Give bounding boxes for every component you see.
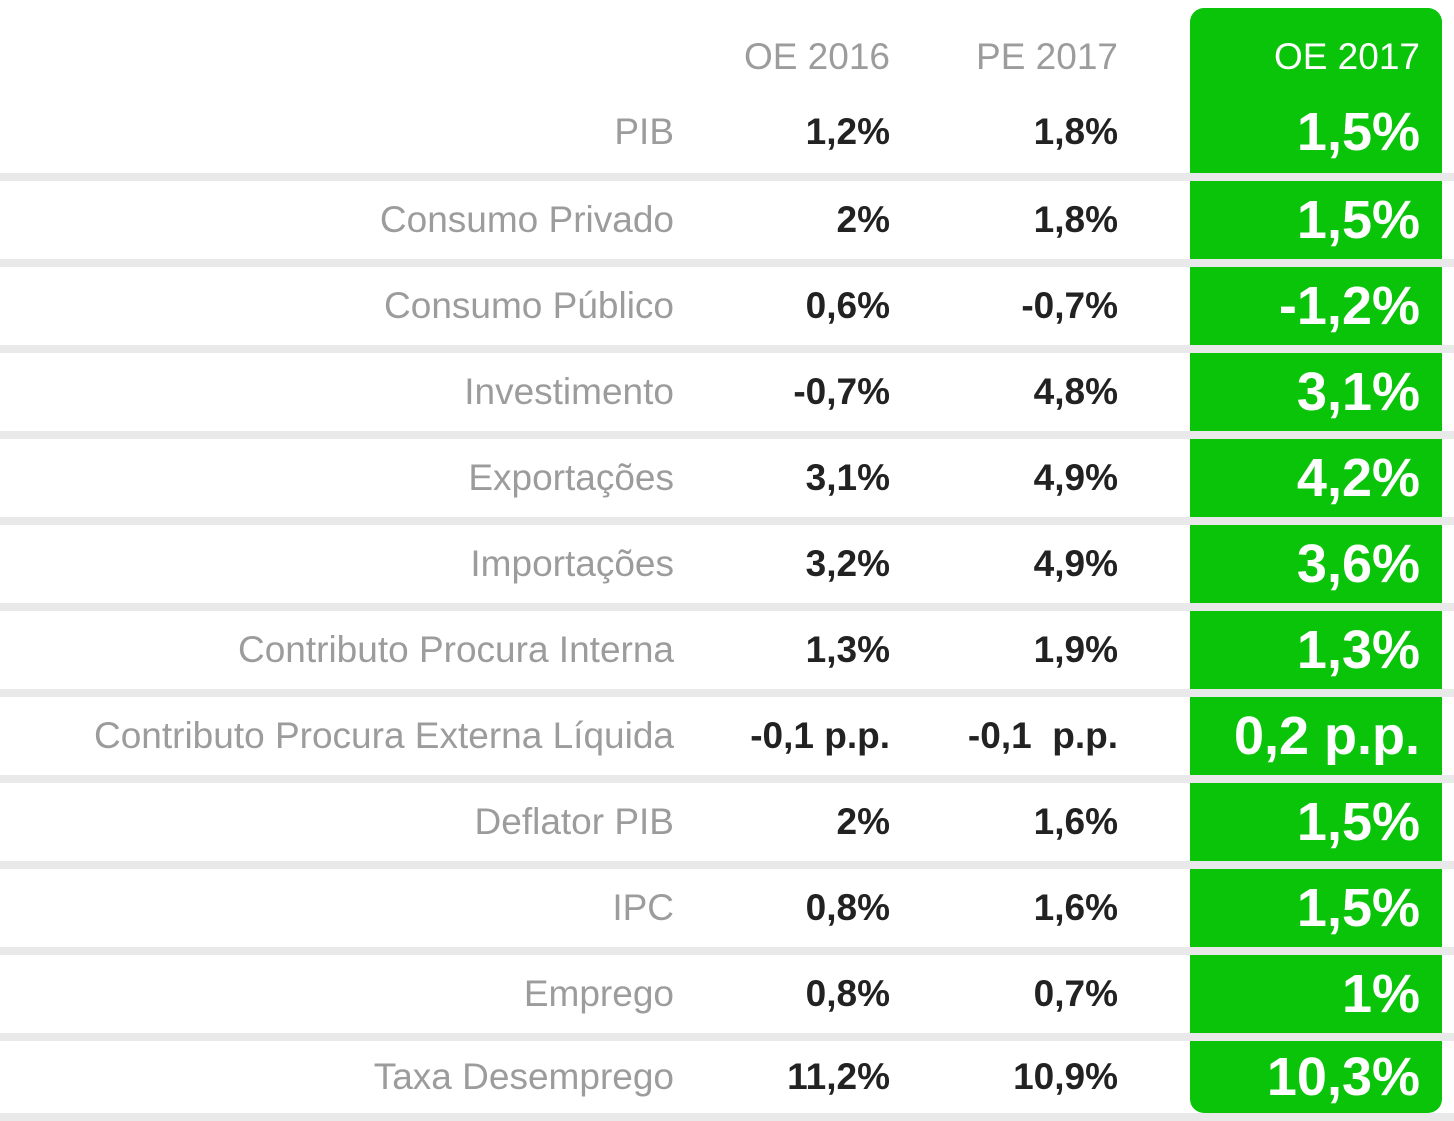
table-row-ipc: IPC 0,8% 1,6% 1,5% [0,869,1454,947]
row-separator [0,259,1454,267]
oe2016-value: -0,7% [793,371,890,412]
oe2017-highlight-value: -1,2% [1278,276,1420,336]
pe2017-value: 1,9% [1033,629,1118,670]
pe2017-value: 1,8% [1033,110,1118,152]
row-separator [0,947,1454,955]
table-row-importacoes: Importações 3,2% 4,9% 3,6% [0,525,1454,603]
row-separator [0,431,1454,439]
oe2016-value: 3,1% [805,457,890,498]
table-row-taxa-desemprego: Taxa Desemprego 11,2% 10,9% 10,3% [0,1041,1454,1113]
row-separator [0,345,1454,353]
row-separator [0,861,1454,869]
table-row-contributo-procura-interna: Contributo Procura Interna 1,3% 1,9% 1,3… [0,611,1454,689]
row-label: IPC [612,887,674,928]
oe2017-highlight-value: 1,5% [1296,101,1420,162]
table-header-row: OE 2016 PE 2017 OE 2017 [0,0,1454,90]
row-label: PIB [614,110,674,152]
row-separator [0,173,1454,181]
oe2016-value: 0,8% [805,887,890,928]
pe2017-value: -0,1 p.p. [967,715,1118,756]
table-row-deflator-pib: Deflator PIB 2% 1,6% 1,5% [0,783,1454,861]
column-header-oe-2016: OE 2016 [743,36,890,77]
oe2016-value: -0,1 p.p. [750,715,890,756]
oe2016-value: 2% [836,199,890,240]
pe2017-value: 10,9% [1013,1056,1118,1097]
row-separator [0,1033,1454,1041]
oe2016-value: 3,2% [805,543,890,584]
oe2017-highlight-value: 4,2% [1296,448,1420,508]
table-row-pib: PIB 1,2% 1,8% 1,5% [0,90,1454,173]
oe2017-highlight-value: 1,5% [1296,190,1420,250]
oe2016-value: 0,8% [805,973,890,1014]
row-label: Taxa Desemprego [373,1056,674,1097]
row-label: Investimento [464,371,674,412]
row-label: Consumo Privado [379,199,674,240]
row-separator-bottom [0,1113,1454,1121]
oe2016-value: 1,3% [805,629,890,670]
row-separator [0,517,1454,525]
pe2017-value: 1,6% [1033,801,1118,842]
row-separator [0,775,1454,783]
oe2017-highlight-value: 1,3% [1296,620,1420,680]
row-separator [0,689,1454,697]
table-row-contributo-procura-externa-liquida: Contributo Procura Externa Líquida -0,1 … [0,697,1454,775]
oe2017-highlight-value: 3,6% [1296,534,1420,594]
row-label: Consumo Público [384,285,674,326]
pe2017-value: 1,6% [1033,887,1118,928]
oe2016-value: 11,2% [787,1056,890,1097]
pe2017-value: 4,9% [1033,543,1118,584]
row-separator [0,603,1454,611]
oe2017-highlight-value: 0,2 p.p. [1233,706,1420,766]
pe2017-value: 4,9% [1033,457,1118,498]
table-row-consumo-privado: Consumo Privado 2% 1,8% 1,5% [0,181,1454,259]
row-label: Exportações [468,457,674,498]
pe2017-value: 0,7% [1033,973,1118,1014]
pe2017-value: 4,8% [1033,371,1118,412]
row-label: Importações [470,543,674,584]
oe2017-highlight-value: 10,3% [1266,1047,1420,1107]
oe2017-highlight-value: 3,1% [1296,362,1420,422]
oe2017-highlight-value: 1,5% [1296,878,1420,938]
row-label: Contributo Procura Externa Líquida [93,715,674,756]
highlight-column-background [1190,8,1442,1113]
oe2016-value: 0,6% [805,285,890,326]
table-row-investimento: Investimento -0,7% 4,8% 3,1% [0,353,1454,431]
oe2017-highlight-value: 1% [1341,964,1420,1024]
column-header-pe-2017: PE 2017 [976,36,1118,77]
row-label: Contributo Procura Interna [237,629,674,670]
row-label: Emprego [523,973,674,1014]
column-header-oe-2017: OE 2017 [1273,36,1420,77]
oe2017-highlight-value: 1,5% [1296,792,1420,852]
table-row-emprego: Emprego 0,8% 0,7% 1% [0,955,1454,1033]
pe2017-value: 1,8% [1033,199,1118,240]
oe2016-value: 1,2% [805,110,890,152]
table-row-exportacoes: Exportações 3,1% 4,9% 4,2% [0,439,1454,517]
table-row-consumo-publico: Consumo Público 0,6% -0,7% -1,2% [0,267,1454,345]
row-label: Deflator PIB [474,801,674,842]
pe2017-value: -0,7% [1021,285,1118,326]
oe2016-value: 2% [836,801,890,842]
